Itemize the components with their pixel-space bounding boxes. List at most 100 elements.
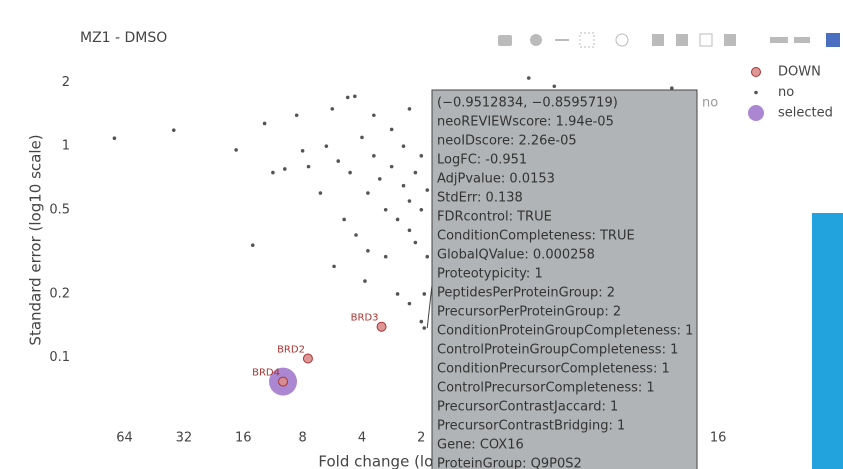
legend-label: selected: [778, 106, 833, 121]
camera-icon[interactable]: [498, 35, 512, 46]
x-tick-label: 16: [235, 431, 252, 446]
tooltip-line: PeptidesPerProteinGroup: 2: [437, 286, 615, 301]
point: [389, 164, 394, 169]
tooltip-line: ControlProteinGroupCompleteness: 1: [437, 343, 678, 358]
point: [366, 248, 370, 253]
point: [422, 292, 427, 296]
pan-icon[interactable]: [555, 39, 569, 41]
tooltip-line: Proteotypicity: 1: [437, 267, 543, 282]
point: [302, 353, 313, 364]
point: [112, 136, 117, 141]
point: [271, 170, 275, 175]
point: [372, 113, 376, 118]
point: [407, 228, 412, 233]
point: [171, 128, 176, 132]
point: [363, 279, 367, 283]
point: [377, 177, 382, 181]
point: [294, 113, 299, 118]
tooltip-line: neoREVIEWscore: 1.94e-05: [437, 115, 614, 130]
point: [552, 84, 557, 89]
point: [262, 121, 267, 126]
lasso-icon[interactable]: [615, 33, 629, 47]
point: [376, 321, 387, 332]
tooltip-line: ConditionProteinGroupCompleteness: 1: [437, 324, 693, 339]
box-select-icon[interactable]: [579, 32, 595, 48]
x-tick-label: 32: [176, 431, 193, 446]
tooltip-line: ConditionCompleteness: TRUE: [437, 229, 635, 244]
legend-label: no: [778, 85, 794, 100]
tooltip-line: LogFC: -0.951: [437, 153, 527, 168]
point: [425, 254, 430, 259]
point: [366, 191, 370, 195]
x-tick-label: 16: [710, 431, 727, 446]
hover-icon[interactable]: [794, 37, 810, 43]
home-icon[interactable]: [724, 34, 736, 46]
y-tick-label: 0.1: [49, 350, 70, 365]
point: [383, 254, 388, 259]
point: [324, 144, 329, 148]
point: [278, 376, 289, 387]
point: [670, 86, 674, 90]
legend-swatch: [751, 67, 761, 77]
plot-area: BRD3 BRD2 BRD4: [112, 76, 674, 396]
chart-title: MZ1 - DMSO: [80, 30, 167, 46]
point: [425, 188, 430, 192]
tooltip-line: PrecursorContrastBridging: 1: [437, 419, 625, 434]
point-label: BRD2: [277, 345, 305, 356]
point: [526, 76, 531, 80]
tooltip-line: PrecursorPerProteinGroup: 2: [437, 305, 621, 320]
tooltip-line: PrecursorContrastJaccard: 1: [437, 400, 618, 415]
point: [407, 199, 412, 203]
point: [234, 148, 238, 152]
tooltip-line: ProteinGroup: Q9P0S2: [437, 457, 582, 469]
legend-swatch: [748, 105, 764, 121]
point: [395, 292, 400, 296]
y-axis-label: Standard error (log10 scale): [27, 134, 45, 345]
tooltip-pointer: [426, 284, 433, 329]
autoscale-icon[interactable]: [699, 33, 713, 47]
x-tick-label: 2: [417, 431, 425, 446]
point: [419, 154, 424, 158]
point: [348, 170, 352, 175]
point: [330, 107, 335, 111]
tooltip-line: (−0.9512834, −0.8595719): [437, 96, 618, 111]
x-tick-label: 4: [358, 431, 366, 446]
toolbar: [498, 32, 840, 48]
point: [353, 94, 357, 99]
point-label: BRD3: [351, 313, 379, 324]
point: [354, 233, 358, 237]
point: [401, 144, 406, 148]
point: [422, 326, 427, 330]
point: [336, 159, 341, 163]
point: [360, 135, 364, 140]
spike-icon[interactable]: [770, 37, 788, 43]
tooltip-line: StdErr: 0.138: [437, 191, 523, 206]
zoom-icon[interactable]: [530, 34, 542, 46]
tooltip-line: ControlPrecursorCompleteness: 1: [437, 381, 655, 396]
point: [282, 167, 287, 171]
zoom-out-icon[interactable]: [676, 34, 688, 46]
x-tick-label: 64: [116, 431, 133, 446]
tooltip-line: neoIDscore: 2.26e-05: [437, 134, 577, 149]
point: [413, 240, 418, 245]
plotly-logo[interactable]: [826, 33, 840, 47]
point: [372, 154, 376, 158]
point: [389, 127, 394, 132]
tooltip-line: FDRcontrol: TRUE: [437, 210, 552, 225]
point-label: BRD4: [252, 368, 280, 379]
point: [300, 149, 305, 153]
x-tick-label: 8: [298, 431, 306, 446]
point: [419, 207, 424, 212]
point: [401, 183, 406, 188]
point: [342, 217, 346, 222]
point: [318, 191, 323, 195]
zoom-in-icon[interactable]: [652, 34, 664, 46]
point: [419, 319, 424, 324]
y-tick-label: 0.5: [49, 202, 70, 217]
y-tick-label: 0.2: [49, 286, 70, 301]
y-tick-label: 2: [62, 75, 70, 90]
point: [395, 217, 400, 222]
tooltip-line: Gene: COX16: [437, 438, 524, 453]
